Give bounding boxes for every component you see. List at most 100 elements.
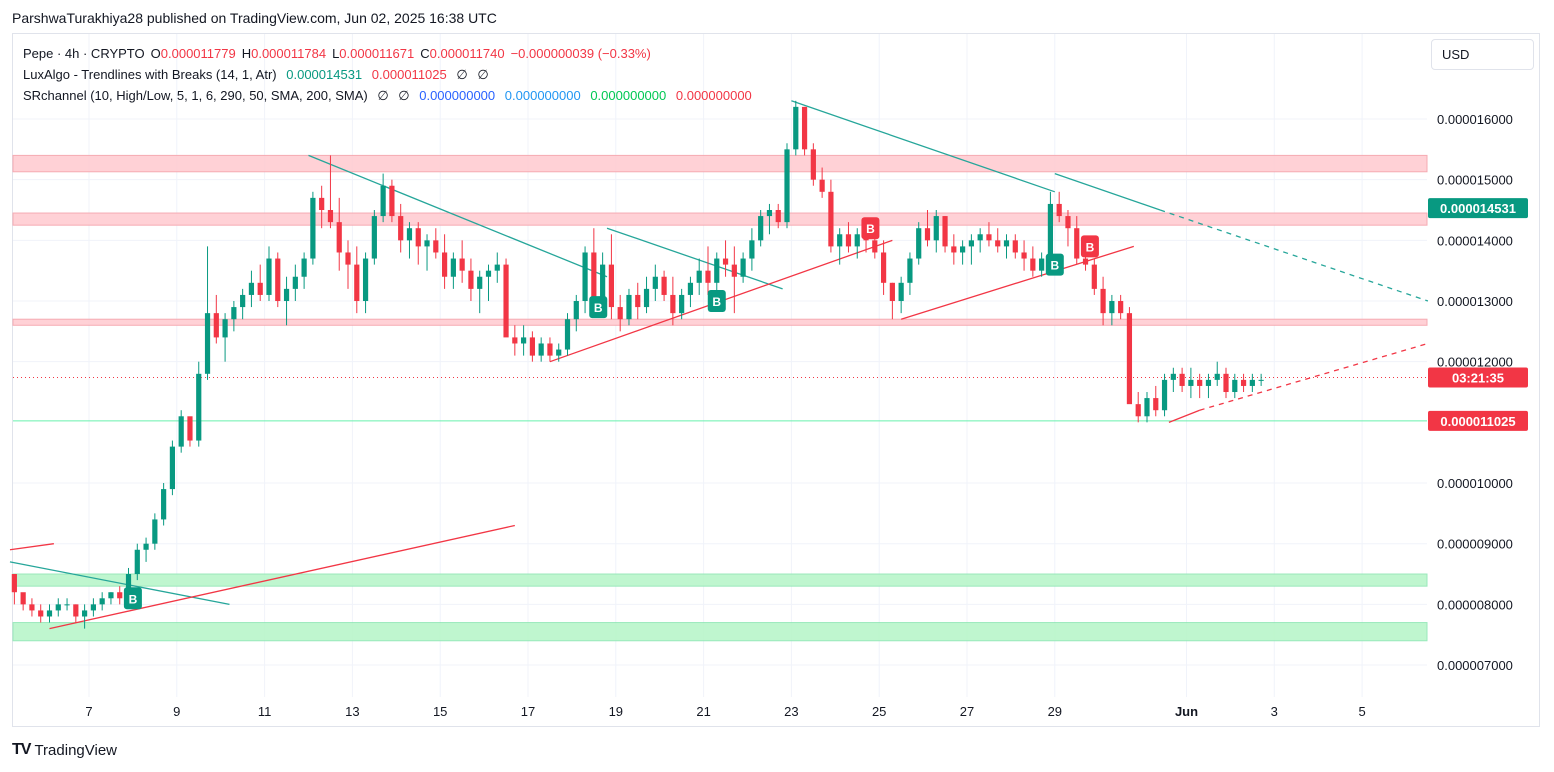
candle-body[interactable] — [837, 234, 843, 247]
candle-body[interactable] — [521, 337, 527, 344]
candle-body[interactable] — [336, 222, 342, 253]
candle-body[interactable] — [406, 228, 413, 241]
candle-body[interactable] — [512, 337, 518, 344]
candle-body[interactable] — [240, 294, 246, 308]
candle-body[interactable] — [415, 228, 421, 247]
candle-body[interactable] — [485, 270, 492, 277]
candle-body[interactable] — [529, 337, 535, 356]
candle-body[interactable] — [169, 446, 176, 490]
candle-body[interactable] — [345, 252, 351, 265]
candle-body[interactable] — [73, 604, 79, 617]
candle-body[interactable] — [696, 270, 702, 283]
candle-body[interactable] — [301, 258, 307, 277]
candle-body[interactable] — [845, 234, 852, 247]
candle-body[interactable] — [828, 191, 834, 247]
candle-body[interactable] — [29, 604, 35, 611]
candle-body[interactable] — [117, 592, 123, 599]
candle-body[interactable] — [740, 258, 746, 277]
candle-body[interactable] — [1249, 379, 1255, 386]
price-tag[interactable]: 03:21:35 — [1428, 367, 1528, 388]
candle-body[interactable] — [64, 604, 70, 606]
candle-body[interactable] — [1030, 258, 1036, 271]
candle-body[interactable] — [371, 216, 377, 259]
legend-luxalgo[interactable]: LuxAlgo - Trendlines with Breaks (14, 1,… — [23, 67, 495, 83]
candle-body[interactable] — [1012, 240, 1018, 253]
candle-body[interactable] — [1258, 379, 1264, 381]
break-up-signal[interactable]: B — [123, 587, 142, 610]
candle-body[interactable] — [793, 106, 799, 150]
candle-body[interactable] — [275, 258, 281, 302]
candle-body[interactable] — [722, 258, 729, 265]
candle-body[interactable] — [960, 246, 966, 253]
candle-body[interactable] — [494, 264, 500, 271]
candle-body[interactable] — [187, 416, 193, 441]
candle-body[interactable] — [292, 276, 298, 289]
candle-body[interactable] — [679, 294, 685, 314]
candle-body[interactable] — [11, 574, 17, 593]
candle-body[interactable] — [564, 319, 571, 350]
candle-body[interactable] — [872, 240, 878, 253]
candle-body[interactable] — [538, 343, 544, 356]
candle-body[interactable] — [46, 610, 53, 617]
candle-body[interactable] — [1126, 313, 1133, 405]
candle-body[interactable] — [477, 276, 483, 289]
candle-body[interactable] — [310, 197, 316, 259]
candle-body[interactable] — [1021, 252, 1027, 259]
candle-body[interactable] — [55, 604, 61, 611]
candle-body[interactable] — [1144, 398, 1150, 417]
candle-body[interactable] — [380, 185, 386, 217]
candle-body[interactable] — [196, 373, 202, 441]
candle-body[interactable] — [819, 179, 825, 192]
candle-body[interactable] — [222, 319, 228, 338]
candle-body[interactable] — [38, 610, 44, 617]
candle-body[interactable] — [1100, 288, 1106, 314]
legend-srchannel[interactable]: SRchannel (10, High/Low, 5, 1, 6, 290, 5… — [23, 88, 758, 104]
candle-body[interactable] — [319, 197, 325, 211]
candle-body[interactable] — [134, 549, 140, 575]
candle-body[interactable] — [152, 519, 158, 544]
candle-body[interactable] — [389, 185, 395, 217]
candle-body[interactable] — [582, 252, 588, 302]
price-tag[interactable]: 0.000011025 — [1428, 410, 1528, 431]
candle-body[interactable] — [231, 307, 237, 320]
candle-body[interactable] — [266, 258, 272, 295]
candle-body[interactable] — [503, 264, 509, 338]
candle-body[interactable] — [591, 252, 597, 302]
break-up-signal[interactable]: B — [1045, 253, 1064, 276]
candle-body[interactable] — [854, 234, 860, 247]
candle-body[interactable] — [573, 301, 579, 320]
candle-body[interactable] — [424, 240, 430, 247]
candle-body[interactable] — [433, 240, 439, 253]
candle-body[interactable] — [995, 240, 1001, 247]
candle-body[interactable] — [1074, 228, 1080, 259]
candle-body[interactable] — [1118, 301, 1124, 314]
candle-body[interactable] — [213, 313, 219, 338]
candle-body[interactable] — [1223, 373, 1229, 393]
candle-body[interactable] — [1188, 379, 1194, 386]
candle-body[interactable] — [204, 313, 211, 374]
candle-body[interactable] — [90, 604, 96, 611]
candle-body[interactable] — [643, 288, 650, 308]
break-down-signal[interactable]: B — [1080, 235, 1099, 258]
candle-body[interactable] — [784, 149, 790, 223]
candle-body[interactable] — [1047, 203, 1054, 259]
candle-body[interactable] — [143, 543, 149, 550]
candle-body[interactable] — [705, 270, 711, 283]
candle-body[interactable] — [1003, 240, 1010, 247]
candle-body[interactable] — [1214, 373, 1220, 380]
candle-body[interactable] — [924, 228, 931, 241]
candle-body[interactable] — [99, 598, 105, 605]
candle-body[interactable] — [178, 416, 184, 447]
candle-body[interactable] — [556, 349, 562, 356]
candle-body[interactable] — [880, 252, 887, 283]
candle-body[interactable] — [810, 149, 816, 180]
candle-body[interactable] — [125, 574, 132, 599]
candle-body[interactable] — [108, 592, 114, 599]
candle-body[interactable] — [20, 592, 26, 605]
candle-body[interactable] — [248, 282, 255, 295]
candle-body[interactable] — [986, 234, 992, 241]
candle-body[interactable] — [441, 252, 448, 277]
candle-body[interactable] — [1039, 258, 1045, 271]
candle-body[interactable] — [951, 246, 957, 253]
